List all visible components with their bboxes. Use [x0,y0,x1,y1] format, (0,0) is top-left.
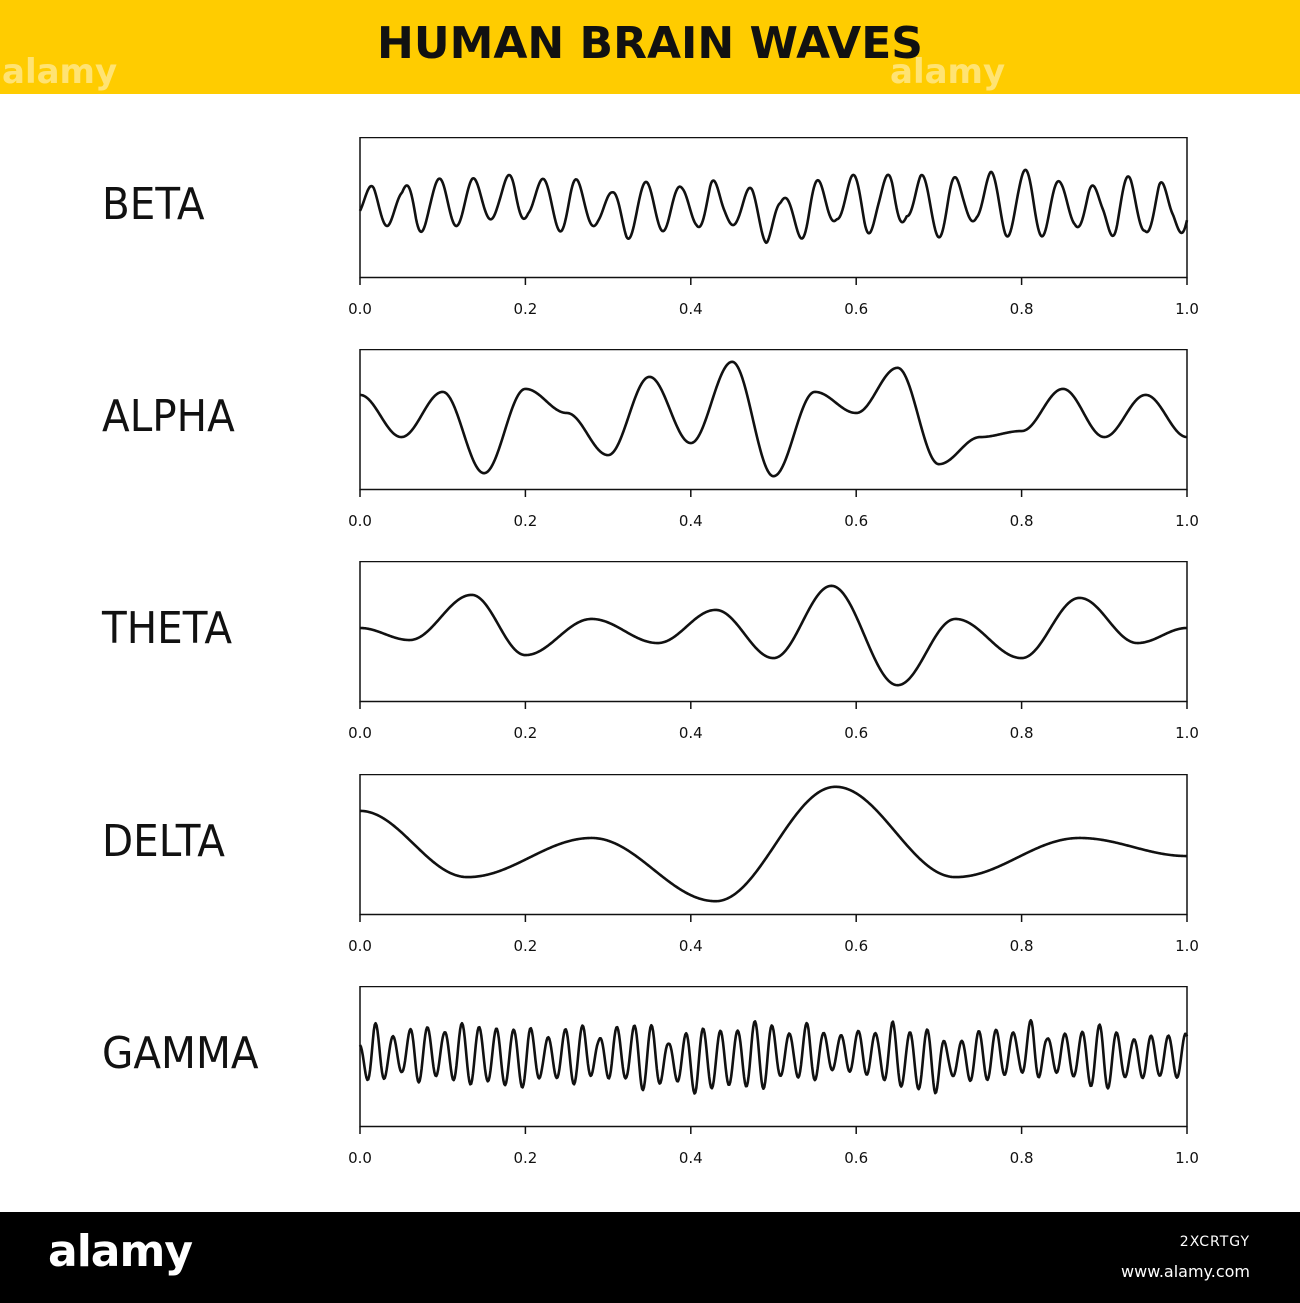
x-tick-label: 0.6 [844,724,868,742]
x-tick-label: 1.0 [1175,300,1199,318]
wave-chart: 0.0 0.2 0.4 0.6 0.8 1.0 [348,349,1199,530]
x-tick-label: 0.2 [513,1149,537,1167]
x-tick-label: 0.2 [513,724,537,742]
footer-logo: alamy [48,1226,193,1277]
wave-label: DELTA [102,816,226,867]
x-tick-label: 0.6 [844,300,868,318]
wave-line [359,584,1188,687]
x-tick-label: 0.2 [513,512,537,530]
plot-frame [359,137,1188,279]
wave-label: BETA [102,179,205,230]
footer-bar: alamy 2XCRTGY www.alamy.com [0,1212,1300,1303]
plot-frame [359,774,1188,916]
x-tick-label: 0.2 [513,937,537,955]
wave-chart: 0.0 0.2 0.4 0.6 0.8 1.0 [348,137,1199,318]
x-tick-label: 0.0 [348,724,372,742]
x-tick-label: 0.6 [844,1149,868,1167]
wave-label: THETA [102,603,233,654]
panel-theta: THETA 0.0 0.2 0.4 0.6 0.8 1.0 [0,561,1300,773]
plot-frame [359,986,1188,1128]
x-tick-label: 0.4 [679,300,703,318]
x-tick-label: 0.4 [679,1149,703,1167]
wave-chart: 0.0 0.2 0.4 0.6 0.8 1.0 [348,561,1199,742]
x-tick-label: 1.0 [1175,1149,1199,1167]
x-tick-label: 1.0 [1175,724,1199,742]
wave-line [358,168,1189,245]
x-tick-label: 0.6 [844,512,868,530]
wave-line [358,1018,1189,1095]
x-tick-label: 1.0 [1175,512,1199,530]
x-tick-label: 1.0 [1175,937,1199,955]
x-tick-label: 0.8 [1010,512,1034,530]
watermark-text: alamy [2,52,118,92]
footer-url: www.alamy.com [1121,1262,1250,1281]
x-tick-label: 0.8 [1010,724,1034,742]
x-tick-label: 0.0 [348,300,372,318]
wave-line [359,360,1188,478]
x-tick-label: 0.2 [513,300,537,318]
wave-label: GAMMA [102,1028,259,1079]
x-tick-label: 0.4 [679,724,703,742]
x-tick-label: 0.8 [1010,300,1034,318]
x-tick-label: 0.0 [348,512,372,530]
plot-frame [359,349,1188,491]
panel-gamma: GAMMA 0.0 0.2 0.4 0.6 0.8 1.0 [0,986,1300,1198]
title-banner: HUMAN BRAIN WAVES alamy alamy [0,0,1300,94]
page-title: HUMAN BRAIN WAVES [377,17,923,69]
wave-label: ALPHA [102,391,235,442]
wave-chart: 0.0 0.2 0.4 0.6 0.8 1.0 [348,774,1199,955]
x-tick-label: 0.0 [348,1149,372,1167]
panel-delta: DELTA 0.0 0.2 0.4 0.6 0.8 1.0 [0,774,1300,986]
x-tick-label: 0.0 [348,937,372,955]
plot-frame [359,561,1188,703]
x-tick-label: 0.8 [1010,937,1034,955]
panel-beta: BETA 0.0 0.2 0.4 0.6 0.8 1.0 [0,137,1300,349]
wave-chart: 0.0 0.2 0.4 0.6 0.8 1.0 [348,986,1199,1167]
x-tick-label: 0.8 [1010,1149,1034,1167]
wave-line [359,785,1188,903]
x-tick-label: 0.4 [679,512,703,530]
panel-alpha: ALPHA 0.0 0.2 0.4 0.6 0.8 1.0 [0,349,1300,561]
footer-image-id: 2XCRTGY [1179,1234,1250,1250]
x-tick-label: 0.4 [679,937,703,955]
x-tick-label: 0.6 [844,937,868,955]
